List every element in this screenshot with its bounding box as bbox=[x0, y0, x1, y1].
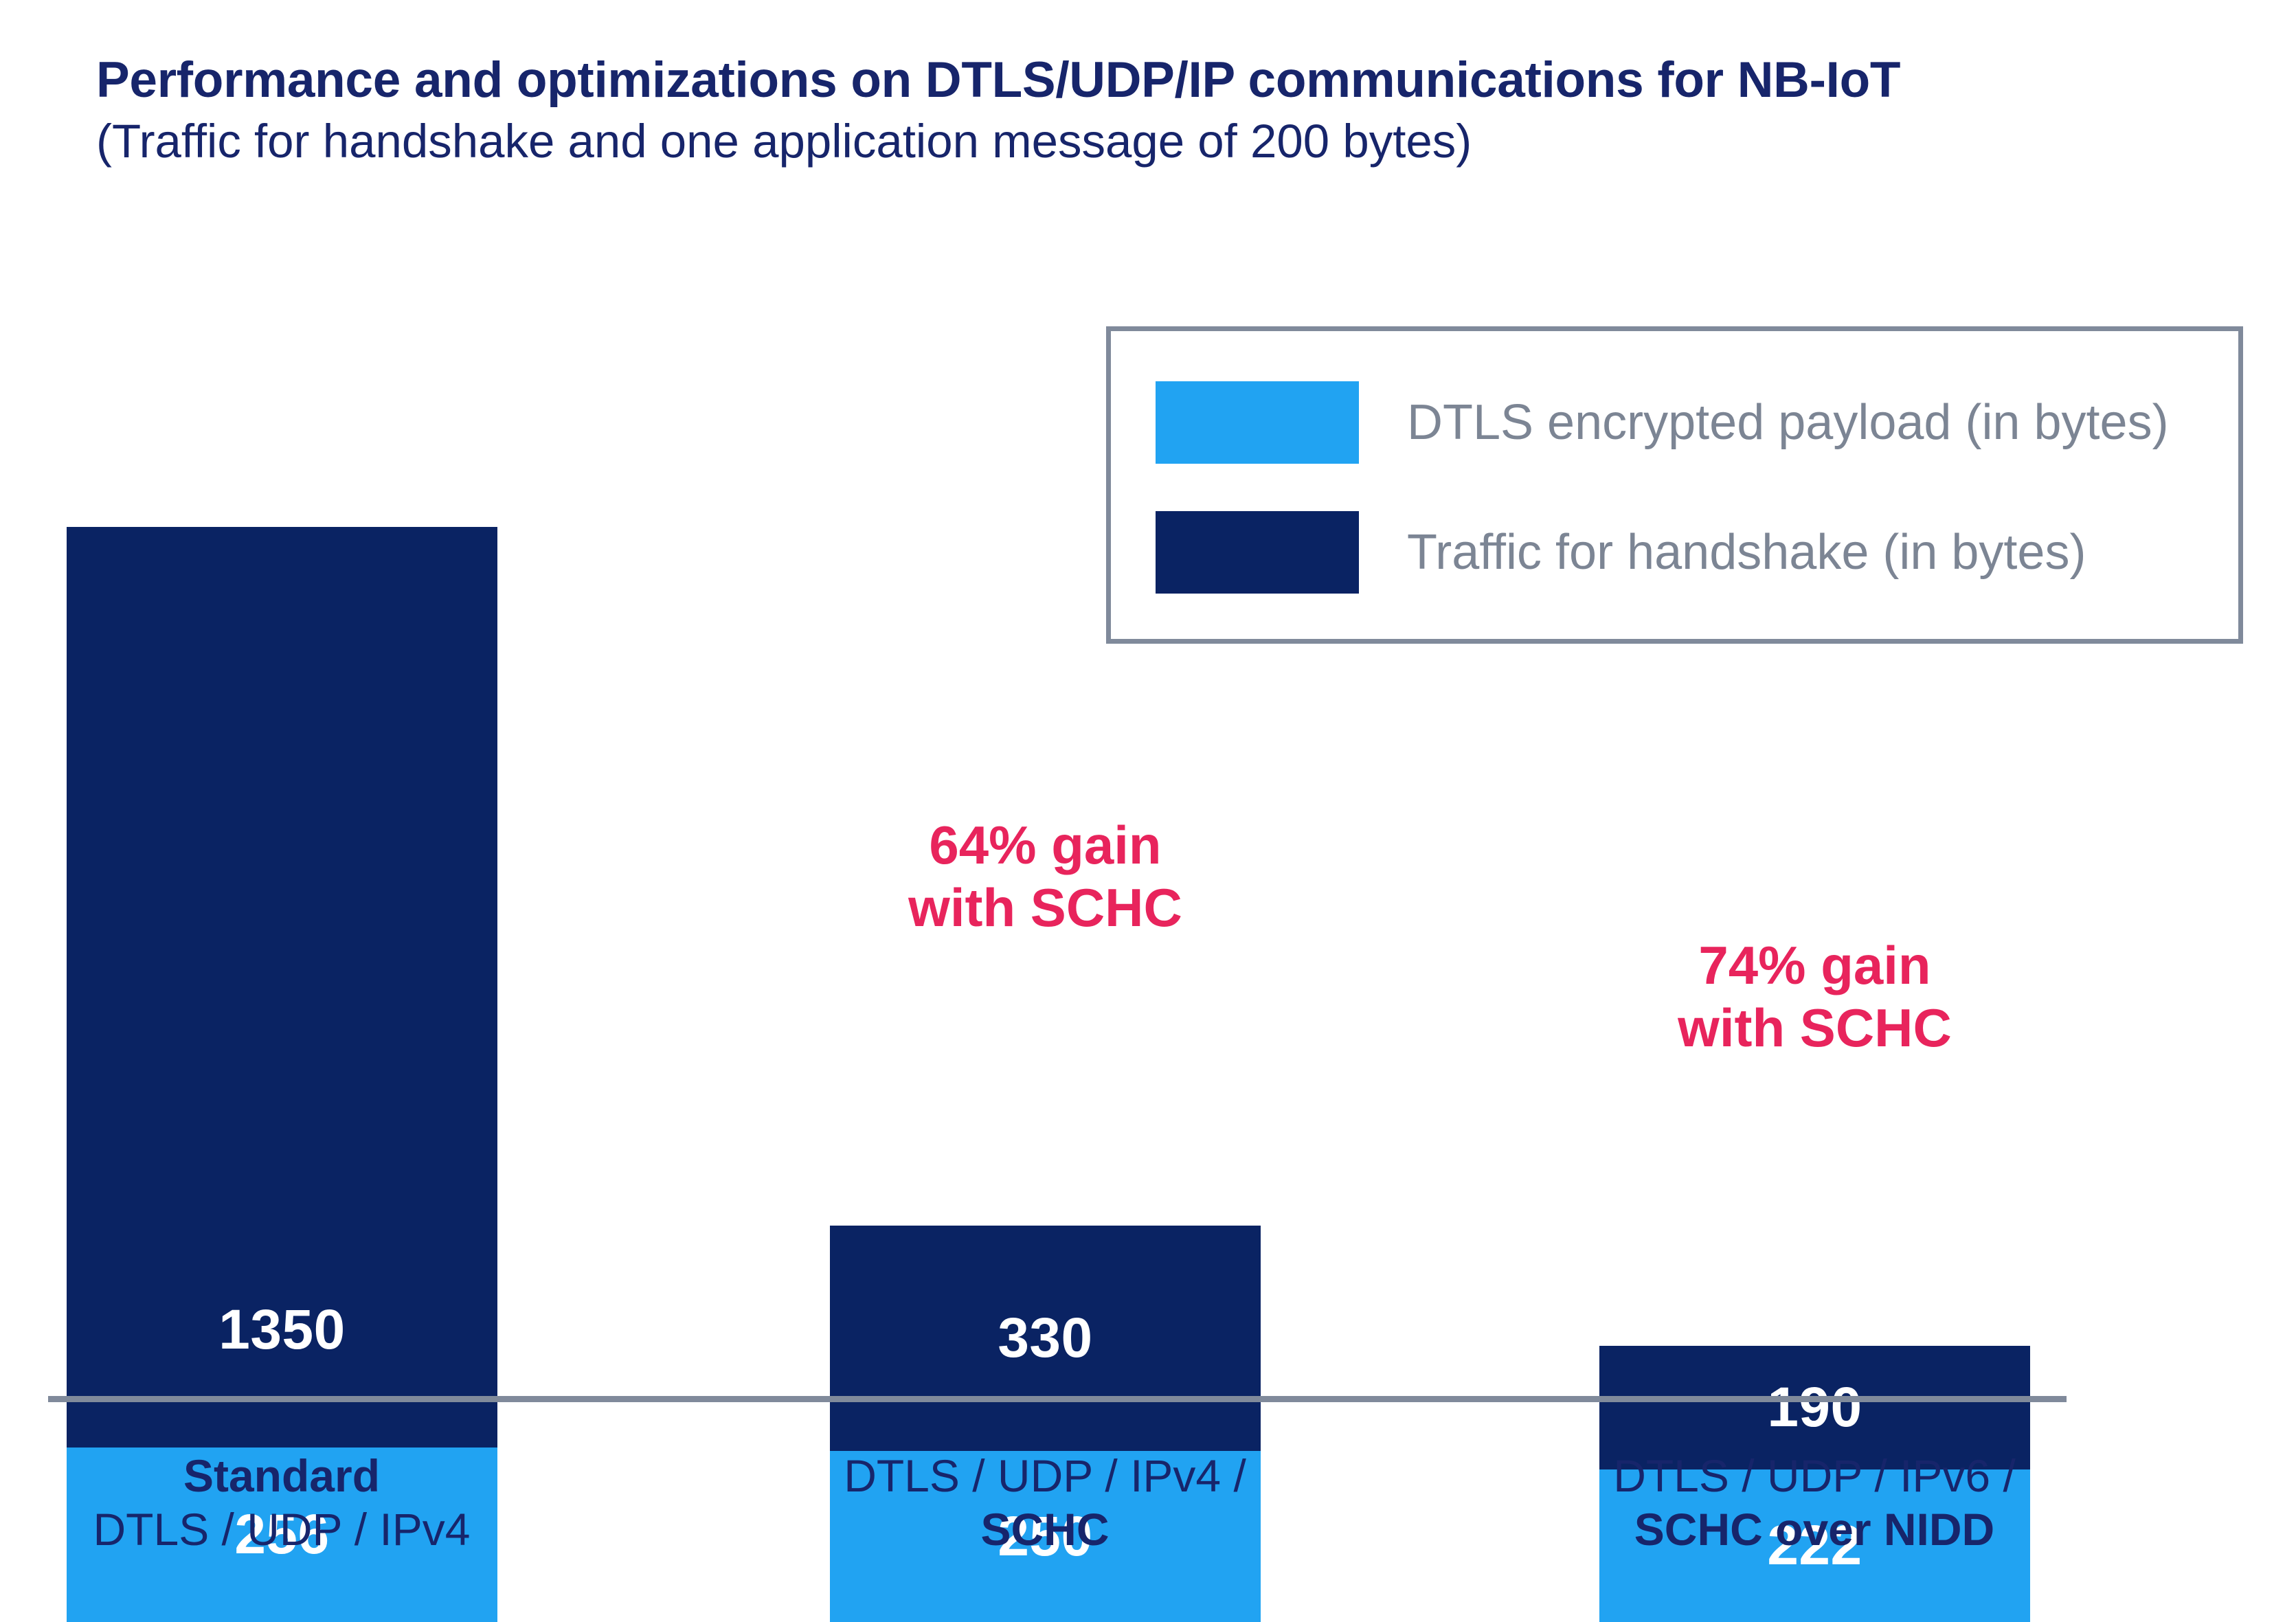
category-label-line-2: SCHC bbox=[980, 1503, 1110, 1555]
legend-item-payload[interactable]: DTLS encrypted payload (in bytes) bbox=[1156, 381, 2169, 464]
bar-segment-payload[interactable]: 256 bbox=[67, 1448, 497, 1622]
gain-line-2: with SCHC bbox=[908, 877, 1182, 938]
bar-value-handshake: 1350 bbox=[218, 1298, 346, 1361]
bar-value-handshake: 190 bbox=[1767, 1376, 1862, 1439]
bar-stack: 1350 256 bbox=[67, 527, 497, 1622]
x-axis-line bbox=[48, 1396, 2067, 1402]
bar-value-handshake: 330 bbox=[998, 1307, 1093, 1369]
bar-stack: 330 250 bbox=[830, 1226, 1261, 1622]
legend: DTLS encrypted payload (in bytes) Traffi… bbox=[1106, 326, 2243, 644]
legend-label-handshake: Traffic for handshake (in bytes) bbox=[1407, 525, 2086, 580]
title-block: Performance and optimizations on DTLS/UD… bbox=[96, 52, 2192, 168]
page-subtitle: (Traffic for handshake and one applicati… bbox=[96, 114, 1472, 168]
category-label-line-2: SCHC over NIDD bbox=[1634, 1503, 1995, 1555]
bar-group-standard[interactable]: 1350 256 bbox=[67, 226, 497, 1622]
bar-segment-payload[interactable]: 250 bbox=[830, 1451, 1261, 1622]
category-label-line-1: Standard bbox=[183, 1450, 381, 1501]
category-label-standard: Standard DTLS / UDP / IPv4 bbox=[21, 1450, 543, 1557]
gain-line-1: 74% gain bbox=[1698, 935, 1931, 995]
category-label-line-2: DTLS / UDP / IPv4 bbox=[93, 1503, 471, 1555]
bar-stack: 190 222 bbox=[1599, 1346, 2030, 1622]
gain-annotation-schc-ipv4: 64% gain with SCHC bbox=[830, 814, 1261, 940]
gain-annotation-schc-nidd: 74% gain with SCHC bbox=[1599, 934, 2030, 1060]
bar-segment-handshake[interactable]: 1350 bbox=[67, 527, 497, 1448]
category-label-schc-ipv4: DTLS / UDP / IPv4 / SCHC bbox=[784, 1450, 1306, 1557]
category-label-line-1: DTLS / UDP / IPv6 / bbox=[1613, 1450, 2016, 1501]
bar-group-schc-ipv4[interactable]: 330 250 bbox=[830, 226, 1261, 1622]
gain-line-1: 64% gain bbox=[929, 815, 1162, 875]
legend-swatch-handshake-icon bbox=[1156, 511, 1359, 594]
bar-value-payload: 250 bbox=[998, 1505, 1093, 1568]
bar-value-payload: 222 bbox=[1767, 1514, 1862, 1577]
legend-label-payload: DTLS encrypted payload (in bytes) bbox=[1407, 395, 2169, 450]
gain-line-2: with SCHC bbox=[1678, 998, 1952, 1059]
bar-value-payload: 256 bbox=[234, 1503, 330, 1566]
bar-segment-payload[interactable]: 222 bbox=[1599, 1469, 2030, 1622]
bar-segment-handshake[interactable]: 330 bbox=[830, 1226, 1261, 1451]
category-label-line-1: DTLS / UDP / IPv4 / bbox=[844, 1450, 1246, 1501]
legend-swatch-payload-icon bbox=[1156, 381, 1359, 464]
bar-group-schc-nidd[interactable]: 190 222 bbox=[1599, 226, 2030, 1622]
page-title: Performance and optimizations on DTLS/UD… bbox=[96, 52, 1901, 108]
legend-item-handshake[interactable]: Traffic for handshake (in bytes) bbox=[1156, 511, 2086, 594]
bar-segment-handshake[interactable]: 190 bbox=[1599, 1346, 2030, 1469]
category-label-schc-nidd: DTLS / UDP / IPv6 / SCHC over NIDD bbox=[1553, 1450, 2075, 1557]
